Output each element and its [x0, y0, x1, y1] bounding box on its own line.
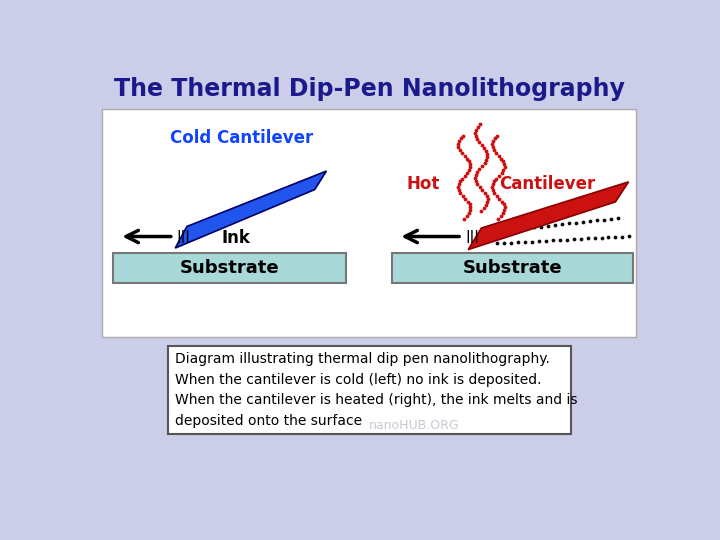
Text: The Thermal Dip-Pen Nanolithography: The Thermal Dip-Pen Nanolithography [114, 77, 624, 102]
Text: Ink: Ink [222, 229, 251, 247]
Bar [392, 253, 632, 283]
Polygon shape [175, 171, 326, 248]
Text: |||: ||| [465, 230, 479, 243]
Polygon shape [468, 182, 629, 249]
Bar [168, 346, 570, 434]
Text: Diagram illustrating thermal dip pen nanolithography.
When the cantilever is col: Diagram illustrating thermal dip pen nan… [175, 352, 577, 428]
Text: Substrate: Substrate [462, 259, 562, 277]
Text: Substrate: Substrate [180, 259, 279, 277]
Bar [102, 110, 636, 336]
Text: |||: ||| [177, 230, 191, 243]
Text: Cantilever: Cantilever [499, 175, 595, 193]
Text: Hot: Hot [407, 175, 440, 193]
Text: nanoHUB.ORG: nanoHUB.ORG [369, 418, 459, 431]
Text: Cold Cantilever: Cold Cantilever [169, 129, 312, 147]
Bar [113, 253, 346, 283]
